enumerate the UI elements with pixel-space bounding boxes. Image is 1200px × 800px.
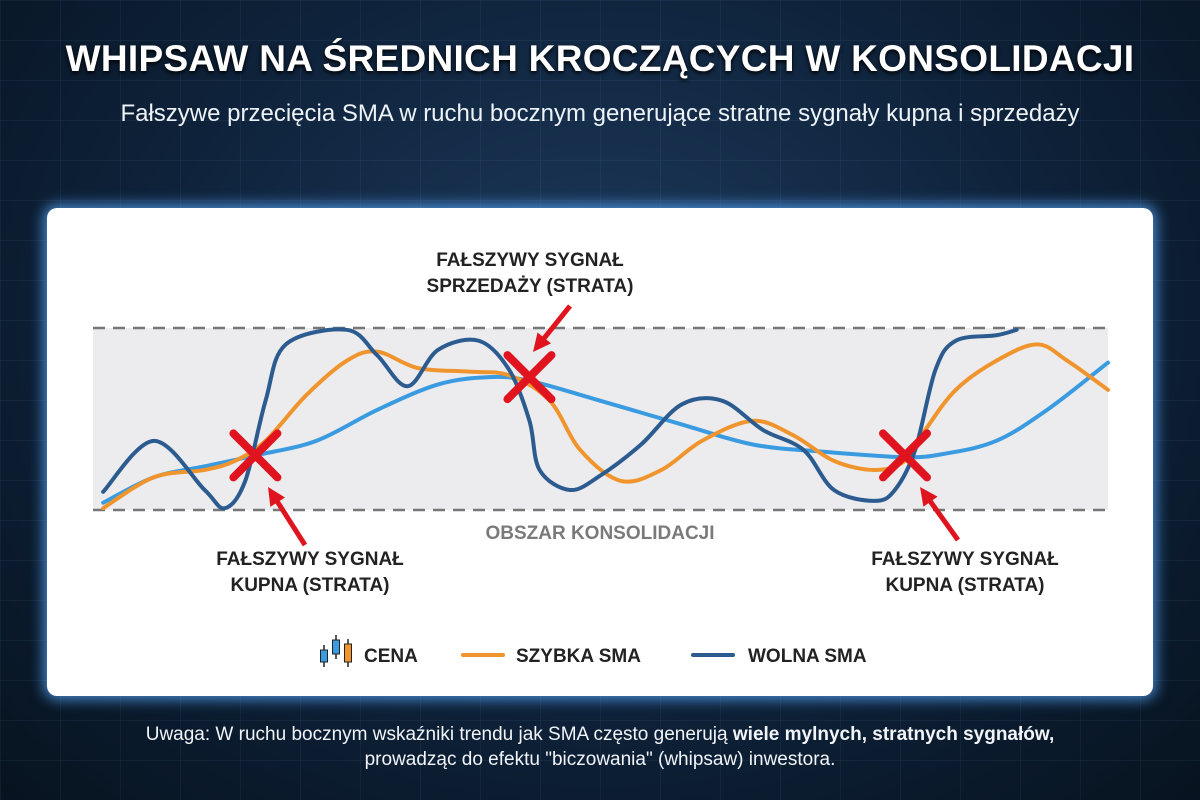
candlestick-icon xyxy=(320,635,352,667)
band-label: OBSZAR KONSOLIDACJI xyxy=(485,523,714,544)
cross-stroke xyxy=(879,429,931,482)
note-text: Uwaga: W ruchu bocznym wskaźniki trendu … xyxy=(145,724,733,745)
legend-label-fast: SZYBKA SMA xyxy=(516,646,641,667)
cross-marker xyxy=(503,351,556,404)
cross-marker xyxy=(879,429,931,482)
page-title: WHIPSAW NA ŚREDNICH KROCZĄCYCH W KONSOLI… xyxy=(65,38,1135,79)
arrow-head xyxy=(920,487,938,507)
arrow-head xyxy=(533,332,552,352)
series-line-szybka-sma xyxy=(101,342,1110,511)
annotation-label: KUPNA (STRATA) xyxy=(230,575,389,596)
cross-stroke xyxy=(229,429,282,482)
annotation-label: SPRZEDAŻY (STRATA) xyxy=(427,276,634,297)
series-line-wolna-sma xyxy=(101,327,1019,511)
annotation-label: FAŁSZYWY SYGNAŁ xyxy=(871,549,1059,570)
page-subtitle: Fałszywe przecięcia SMA w ruchu bocznym … xyxy=(120,100,1080,127)
cross-marker xyxy=(229,429,282,482)
legend-label-cena: CENA xyxy=(364,646,418,667)
note-line2: prowadząc do efektu "biczowania" (whipsa… xyxy=(364,749,836,770)
annotation-label: FAŁSZYWY SYGNAŁ xyxy=(216,549,404,570)
arrow-head xyxy=(268,487,286,507)
legend-label-slow: WOLNA SMA xyxy=(748,646,867,667)
note-bold: wiele mylnych, stratnych sygnałów, xyxy=(732,724,1055,745)
annotation-label: FAŁSZYWY SYGNAŁ xyxy=(436,250,624,271)
arrow-shaft xyxy=(924,495,961,542)
arrow-shaft xyxy=(538,304,572,345)
candle-body xyxy=(320,649,328,663)
arrow-shaft xyxy=(272,495,308,547)
candle-body xyxy=(332,639,340,655)
note: Uwaga: W ruchu bocznym wskaźniki trendu … xyxy=(0,722,1200,772)
annotation-label: KUPNA (STRATA) xyxy=(885,575,1044,596)
candle-body xyxy=(344,643,352,663)
cross-stroke xyxy=(503,351,556,404)
